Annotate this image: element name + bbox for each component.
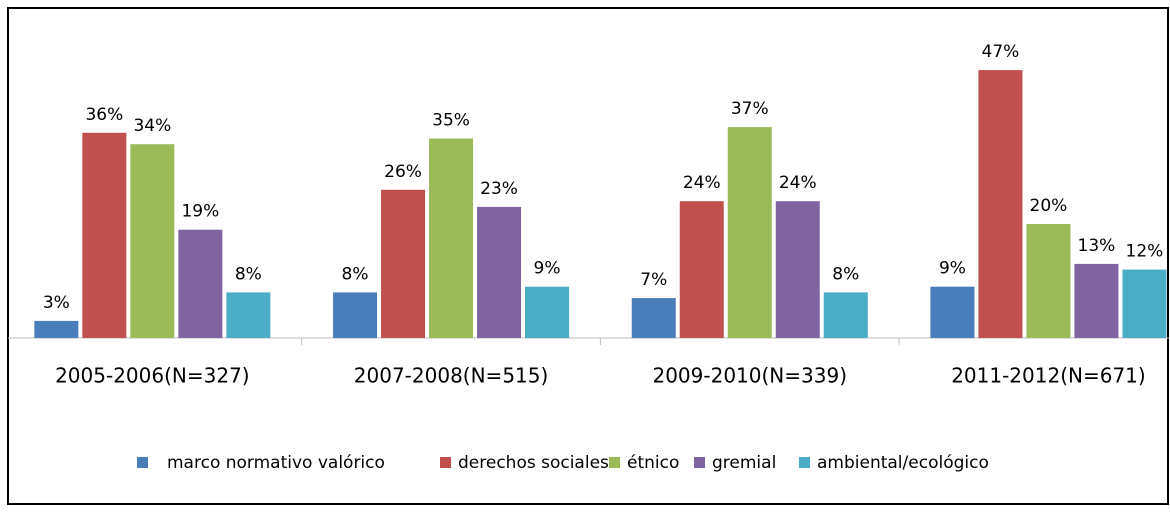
x-tick-label: 2011-2012(N=671) bbox=[951, 364, 1146, 388]
bar bbox=[978, 70, 1023, 338]
data-label: 34% bbox=[133, 116, 171, 136]
legend-label: étnico bbox=[627, 453, 679, 473]
bar bbox=[429, 138, 474, 338]
x-tick-label: 2005-2006(N=327) bbox=[55, 364, 250, 388]
bar bbox=[130, 144, 175, 338]
legend-swatch bbox=[137, 457, 148, 468]
data-label: 13% bbox=[1078, 236, 1116, 256]
data-label: 7% bbox=[640, 270, 667, 290]
data-label: 20% bbox=[1030, 196, 1068, 216]
data-label: 37% bbox=[731, 99, 769, 119]
data-label: 47% bbox=[982, 42, 1020, 62]
bar bbox=[930, 286, 975, 338]
bar bbox=[775, 201, 820, 338]
bar bbox=[631, 298, 676, 338]
data-label: 35% bbox=[432, 111, 470, 131]
bar bbox=[381, 189, 426, 338]
x-tick-label: 2009-2010(N=339) bbox=[652, 364, 847, 388]
data-label: 9% bbox=[939, 259, 966, 279]
data-label: 24% bbox=[683, 173, 721, 193]
data-label: 8% bbox=[235, 264, 262, 284]
data-label: 26% bbox=[384, 162, 422, 182]
data-label: 23% bbox=[480, 179, 518, 199]
bar bbox=[178, 229, 223, 338]
bar bbox=[1074, 263, 1119, 338]
data-label: 36% bbox=[85, 105, 123, 125]
bar bbox=[679, 201, 724, 338]
bar bbox=[226, 292, 271, 338]
data-label: 8% bbox=[342, 264, 369, 284]
data-label: 3% bbox=[43, 293, 70, 313]
chart-border bbox=[7, 7, 1169, 505]
bar bbox=[1122, 269, 1167, 338]
data-label: 9% bbox=[534, 259, 561, 279]
data-label: 12% bbox=[1126, 242, 1164, 262]
bar bbox=[525, 286, 570, 338]
x-tick-label: 2007-2008(N=515) bbox=[354, 364, 549, 388]
legend-label: gremial bbox=[712, 453, 776, 473]
data-label: 24% bbox=[779, 173, 817, 193]
legend-swatch bbox=[694, 457, 705, 468]
legend-swatch bbox=[609, 457, 620, 468]
legend-swatch bbox=[799, 457, 810, 468]
bar bbox=[823, 292, 868, 338]
bar bbox=[82, 132, 127, 338]
bar bbox=[333, 292, 378, 338]
bar bbox=[1026, 224, 1071, 338]
legend-swatch bbox=[440, 457, 451, 468]
data-label: 19% bbox=[181, 202, 219, 222]
bar bbox=[477, 206, 522, 338]
legend-label: derechos sociales bbox=[458, 453, 609, 473]
legend-label: marco normativo valórico bbox=[167, 453, 385, 473]
data-label: 8% bbox=[832, 264, 859, 284]
bar bbox=[34, 320, 79, 338]
bar bbox=[727, 127, 772, 338]
legend-label: ambiental/ecológico bbox=[817, 453, 989, 473]
